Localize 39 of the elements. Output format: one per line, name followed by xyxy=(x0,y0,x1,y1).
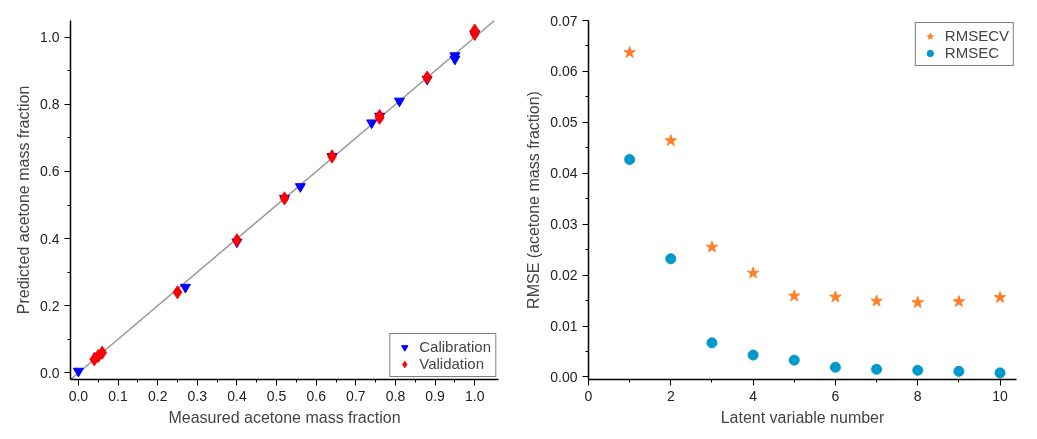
x-tick-label: 8 xyxy=(913,387,922,404)
y-tick-label: 0.05 xyxy=(550,114,578,131)
y-tick-label: 0.8 xyxy=(40,96,60,113)
y-tick-label: 0.04 xyxy=(550,165,578,182)
y-tick-label: 0.2 xyxy=(40,297,60,314)
x-tick-label: 6 xyxy=(831,387,840,404)
y-tick-label: 0.6 xyxy=(40,163,60,180)
x-tick-label: 0.8 xyxy=(385,387,406,404)
x-tick-label: 0.9 xyxy=(425,387,446,404)
legend-label: Validation xyxy=(419,355,485,372)
y-tick-label: 0.00 xyxy=(550,368,578,385)
x-tick-label: 0.1 xyxy=(108,387,128,404)
x-tick-label: 0.7 xyxy=(346,387,366,404)
y-tick-label: 0.4 xyxy=(40,230,60,247)
x-axis-title: Measured acetone mass fraction xyxy=(168,408,401,426)
x-tick-label: 0.5 xyxy=(266,387,287,404)
y-tick-label: 0.02 xyxy=(550,267,578,284)
y-tick-label: 0.07 xyxy=(550,12,578,29)
y-tick-label: 0.0 xyxy=(40,364,60,381)
x-tick-label: 1.0 xyxy=(464,387,485,404)
x-tick-label: 4 xyxy=(749,387,758,404)
x-axis-title: Latent variable number xyxy=(720,408,885,426)
x-tick-label: 0.2 xyxy=(147,387,168,404)
x-tick-label: 0.0 xyxy=(68,387,89,404)
y-axis-title: Predicted acetone mass fraction xyxy=(15,85,33,315)
x-tick-label: 10 xyxy=(992,387,1009,404)
x-tick-label: 0 xyxy=(584,387,593,404)
legend-label: RMSEC xyxy=(944,44,999,61)
legend-label: Calibration xyxy=(419,338,491,355)
y-tick-label: 0.06 xyxy=(550,63,578,80)
y-tick-label: 0.01 xyxy=(550,318,578,335)
x-tick-label: 0.4 xyxy=(227,387,247,404)
x-tick-label: 0.3 xyxy=(187,387,208,404)
legend-label: RMSECV xyxy=(944,27,1009,44)
x-tick-label: 2 xyxy=(666,387,675,404)
y-tick-label: 1.0 xyxy=(40,29,60,46)
y-tick-label: 0.03 xyxy=(550,216,578,233)
y-axis-title: RMSE (acetone mass fraction) xyxy=(525,91,543,309)
x-tick-label: 0.6 xyxy=(306,387,327,404)
